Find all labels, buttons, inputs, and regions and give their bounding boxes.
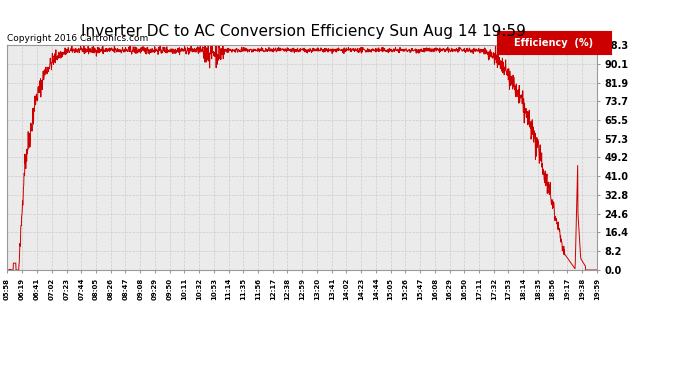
Text: Efficiency  (%): Efficiency (%) — [514, 38, 593, 48]
Text: Inverter DC to AC Conversion Efficiency Sun Aug 14 19:59: Inverter DC to AC Conversion Efficiency … — [81, 24, 526, 39]
Text: Copyright 2016 Cartronics.com: Copyright 2016 Cartronics.com — [7, 34, 148, 43]
